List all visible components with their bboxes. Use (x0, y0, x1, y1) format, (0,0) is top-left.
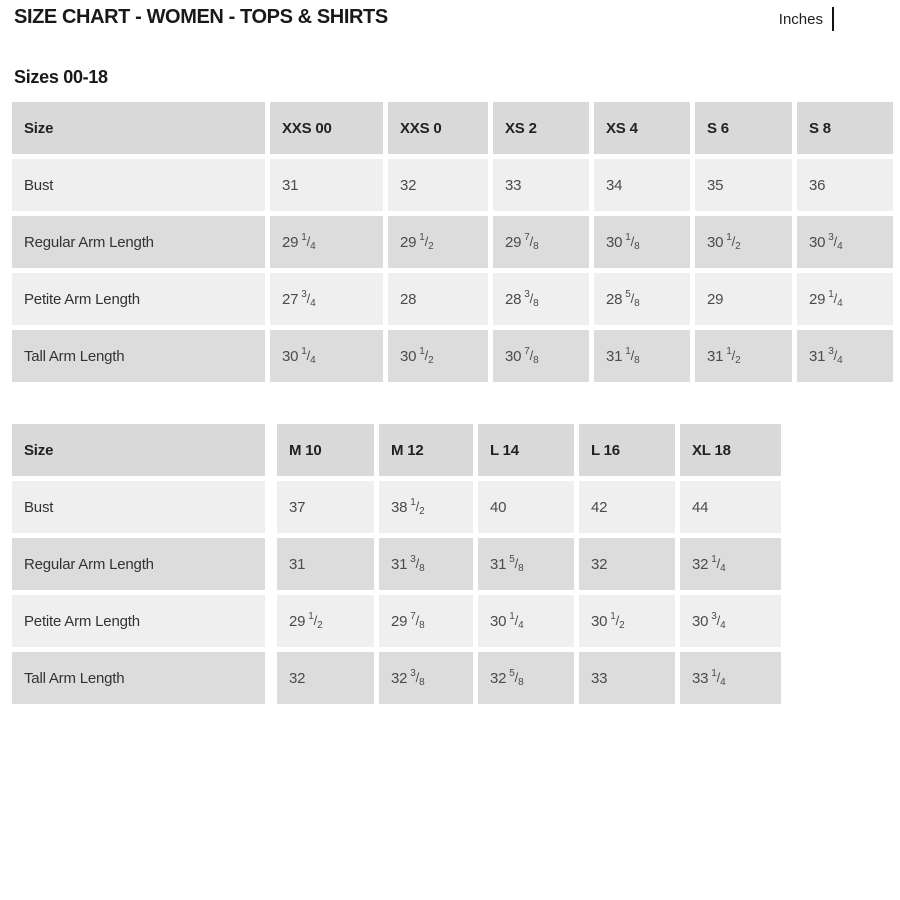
row-label: Tall Arm Length (12, 330, 265, 382)
table-cell: 29 7/8 (493, 216, 589, 268)
table-cell: 29 1/4 (797, 273, 893, 325)
table-cell: 30 7/8 (493, 330, 589, 382)
row-label: Tall Arm Length (12, 652, 265, 704)
page-title: SIZE CHART - WOMEN - TOPS & SHIRTS (14, 6, 388, 28)
table-cell: 30 1/4 (270, 330, 383, 382)
table-cell: 36 (797, 159, 893, 211)
table-cell: 31 1/8 (594, 330, 690, 382)
table-cell: 40 (478, 481, 574, 533)
table-cell: 30 1/2 (579, 595, 675, 647)
table-cell: 37 (277, 481, 374, 533)
table-cell: 33 (493, 159, 589, 211)
table-cell: 30 1/2 (388, 330, 488, 382)
table-cell: 33 (579, 652, 675, 704)
table-cell: 42 (579, 481, 675, 533)
unit-divider (832, 7, 834, 31)
table-cell: 28 3/8 (493, 273, 589, 325)
table-cell: 29 7/8 (379, 595, 473, 647)
table-cell: 29 (695, 273, 792, 325)
column-header: XXS 0 (388, 102, 488, 154)
table-cell: 30 1/4 (478, 595, 574, 647)
table-cell: 32 (388, 159, 488, 211)
table-cell: 31 3/8 (379, 538, 473, 590)
table-cell: 31 (270, 159, 383, 211)
table-cell: 38 1/2 (379, 481, 473, 533)
column-header: S 8 (797, 102, 893, 154)
row-label: Regular Arm Length (12, 538, 265, 590)
column-header: XXS 00 (270, 102, 383, 154)
row-label: Petite Arm Length (12, 273, 265, 325)
table-cell: 30 3/4 (680, 595, 781, 647)
table-cell: 30 3/4 (797, 216, 893, 268)
column-header: M 10 (277, 424, 374, 476)
table-cell: 28 (388, 273, 488, 325)
table-cell: 44 (680, 481, 781, 533)
row-label: Bust (12, 481, 265, 533)
table-cell: 29 1/2 (277, 595, 374, 647)
table-cell: 28 5/8 (594, 273, 690, 325)
row-label: Bust (12, 159, 265, 211)
table-cell: 31 (277, 538, 374, 590)
table-cell: 31 3/4 (797, 330, 893, 382)
header-bar: SIZE CHART - WOMEN - TOPS & SHIRTS Inche… (0, 0, 900, 31)
row-label: Petite Arm Length (12, 595, 265, 647)
column-header: XS 2 (493, 102, 589, 154)
unit-inches-button[interactable]: Inches (778, 10, 823, 28)
row-label: Regular Arm Length (12, 216, 265, 268)
table-cell: 29 1/2 (388, 216, 488, 268)
column-header: Size (12, 424, 265, 476)
table-cell: 32 (579, 538, 675, 590)
table-cell: 32 (277, 652, 374, 704)
size-table-large-sizes: Size M 10 M 12 L 14 L 16 XL 18 Bust 37 3… (12, 424, 900, 704)
column-header: L 14 (478, 424, 574, 476)
table-cell: 35 (695, 159, 792, 211)
table-cell: 27 3/4 (270, 273, 383, 325)
table-cell: 30 1/8 (594, 216, 690, 268)
table-cell: 31 1/2 (695, 330, 792, 382)
size-table-small-sizes: Size XXS 00 XXS 0 XS 2 XS 4 S 6 S 8 Bust… (12, 102, 900, 382)
table-cell: 33 1/4 (680, 652, 781, 704)
table-cell: 29 1/4 (270, 216, 383, 268)
column-header: Size (12, 102, 265, 154)
column-header: XS 4 (594, 102, 690, 154)
table-cell: 32 3/8 (379, 652, 473, 704)
column-header: XL 18 (680, 424, 781, 476)
table-cell: 32 1/4 (680, 538, 781, 590)
table-cell: 31 5/8 (478, 538, 574, 590)
column-header: L 16 (579, 424, 675, 476)
table-cell: 30 1/2 (695, 216, 792, 268)
size-range-subtitle: Sizes 00-18 (14, 67, 108, 87)
unit-toggle: Inches (779, 7, 834, 31)
column-header: S 6 (695, 102, 792, 154)
table-cell: 34 (594, 159, 690, 211)
table-cell: 32 5/8 (478, 652, 574, 704)
column-header: M 12 (379, 424, 473, 476)
